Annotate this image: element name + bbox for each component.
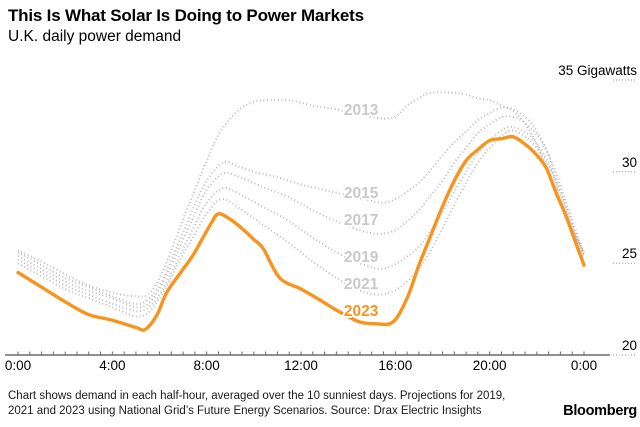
series-line-2021: [17, 129, 585, 318]
series-line-2015: [17, 106, 585, 306]
series-line-2017: [17, 115, 585, 309]
bloomberg-logo: Bloomberg: [563, 403, 637, 419]
x-axis-label-4: 16:00: [378, 358, 413, 373]
x-axis-label-5: 20:00: [472, 358, 507, 373]
series-label-2013: 2013: [343, 102, 379, 120]
y-axis-label-35: 35 Gigawatts: [558, 63, 637, 78]
series-label-2023: 2023: [343, 302, 379, 320]
series-label-2015: 2015: [343, 184, 379, 202]
y-axis-label-20: 20: [621, 338, 637, 353]
series-label-2017: 2017: [343, 212, 379, 230]
page-title: This Is What Solar Is Doing to Power Mar…: [8, 6, 364, 25]
footnote: Chart shows demand in each half-hour, av…: [8, 390, 506, 417]
series-line-2013: [17, 91, 585, 298]
x-axis-label-3: 12:00: [284, 358, 318, 373]
series-line-2023: [16, 134, 586, 332]
x-axis-label-6: 0:00: [570, 358, 598, 373]
x-axis-label-1: 4:00: [99, 358, 126, 373]
series-label-2021: 2021: [343, 276, 379, 294]
x-axis: [5, 351, 610, 356]
series-line-2019: [17, 125, 585, 313]
demand-curves: [16, 91, 586, 332]
x-axis-label-0: 0:00: [4, 358, 32, 373]
x-axis-label-2: 8:00: [193, 358, 220, 373]
chart-subtitle: U.K. daily power demand: [8, 28, 182, 45]
y-axis-label-30: 30: [621, 154, 637, 170]
y-axis-tick-marks: [613, 79, 637, 356]
y-axis-label-25: 25: [621, 246, 637, 262]
series-label-2019: 2019: [343, 248, 379, 266]
